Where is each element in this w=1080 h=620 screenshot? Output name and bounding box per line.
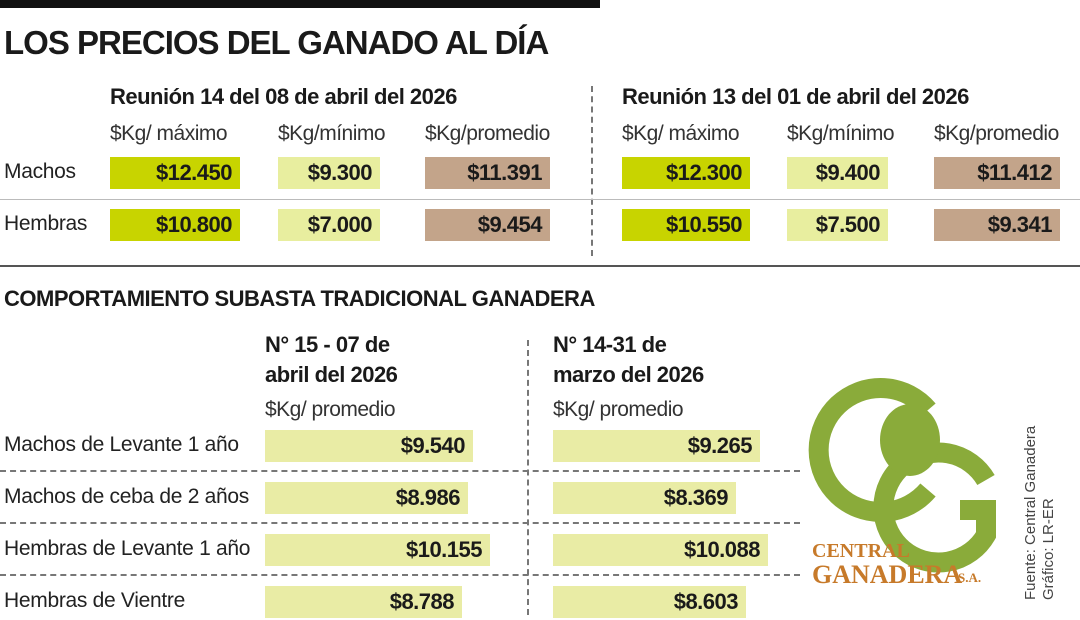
price-box: $7.500 (787, 209, 888, 241)
column-header: $Kg/promedio (934, 122, 1059, 145)
column-header: $Kg/mínimo (278, 122, 386, 145)
auction-heading: N° 14-31 de (553, 332, 667, 357)
section-title: COMPORTAMIENTO SUBASTA TRADICIONAL GANAD… (4, 286, 595, 311)
credit: Fuente: Central Ganadera (1022, 425, 1039, 600)
auction-subheading: $Kg/ promedio (553, 398, 684, 421)
logo-text: S.A. (958, 570, 982, 585)
price-box: $8.603 (553, 586, 746, 618)
price-box: $9.400 (787, 157, 888, 189)
row-divider (0, 522, 800, 524)
logo-text: CENTRAL (812, 540, 910, 562)
price-box: $10.550 (622, 209, 750, 241)
auction-heading: N° 15 - 07 de (265, 332, 390, 357)
price-box: $9.341 (934, 209, 1060, 241)
logo-g (873, 442, 996, 573)
column-header: $Kg/promedio (425, 122, 550, 145)
row-divider (0, 574, 800, 576)
column-header: $Kg/ máximo (110, 122, 228, 145)
logo (808, 378, 996, 573)
price-box: $9.265 (553, 430, 760, 462)
title: LOS PRECIOS DEL GANADO AL DÍA (4, 24, 549, 61)
row-divider (0, 470, 800, 472)
price-box: $12.450 (110, 157, 240, 189)
price-box: $10.088 (553, 534, 768, 566)
meeting-heading: Reunión 14 del 08 de abril del 2026 (110, 84, 457, 109)
divider (527, 340, 529, 615)
price-box: $10.800 (110, 209, 240, 241)
price-box: $8.369 (553, 482, 736, 514)
row-divider (0, 199, 1080, 200)
column-header: $Kg/ máximo (622, 122, 740, 145)
price-box: $9.454 (425, 209, 550, 241)
auction-heading: marzo del 2026 (553, 362, 704, 387)
row-label: Machos de Levante 1 año (4, 433, 239, 456)
meeting-heading: Reunión 13 del 01 de abril del 2026 (622, 84, 969, 109)
price-box: $11.391 (425, 157, 550, 189)
credits: Fuente: Central Ganadera Gráfico: LR-ER (1022, 426, 1058, 600)
row-label: Machos (4, 160, 76, 183)
row-label: Machos de ceba de 2 años (4, 485, 249, 508)
price-box: $12.300 (622, 157, 750, 189)
row-label: Hembras de Levante 1 año (4, 537, 251, 560)
price-box: $8.788 (265, 586, 462, 618)
logo-text: GANADERA (812, 560, 963, 589)
divider (591, 86, 593, 256)
section-divider (0, 265, 1080, 267)
row-label: Hembras de Vientre (4, 589, 185, 612)
price-box: $9.540 (265, 430, 473, 462)
price-box: $9.300 (278, 157, 380, 189)
credit: Gráfico: LR-ER (1040, 498, 1057, 600)
top-rule (0, 0, 600, 8)
price-box: $7.000 (278, 209, 380, 241)
price-box: $11.412 (934, 157, 1060, 189)
row-label: Hembras (4, 212, 88, 235)
auction-subheading: $Kg/ promedio (265, 398, 396, 421)
logo-head (880, 404, 940, 476)
column-header: $Kg/mínimo (787, 122, 895, 145)
price-box: $10.155 (265, 534, 490, 566)
auction-heading: abril del 2026 (265, 362, 398, 387)
price-box: $8.986 (265, 482, 468, 514)
